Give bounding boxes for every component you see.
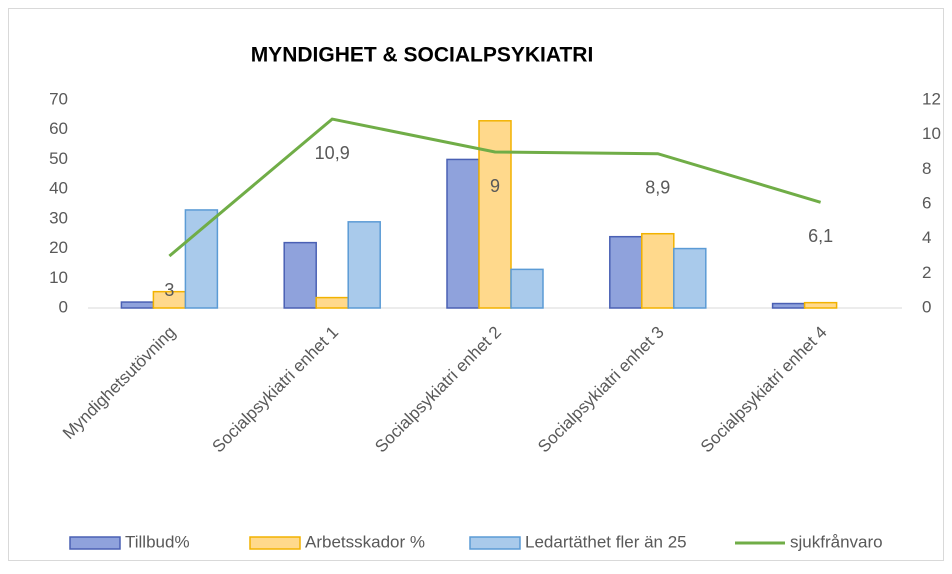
legend-label: Ledartäthet fler än 25	[525, 532, 687, 551]
bar	[347, 221, 381, 309]
y-tick-label: 0	[59, 297, 68, 316]
y2-tick-label: 12	[922, 89, 941, 108]
y-tick-label: 30	[49, 208, 68, 227]
y-tick-label: 20	[49, 238, 68, 257]
y2-tick-label: 2	[922, 263, 931, 282]
bar	[673, 247, 707, 309]
bar	[283, 241, 317, 309]
line	[168, 117, 822, 258]
legend-swatch	[69, 536, 121, 550]
y2-tick-label: 10	[922, 124, 941, 143]
data-label: 3	[164, 280, 174, 300]
y2-tick-label: 6	[922, 193, 931, 212]
y2-tick-label: 0	[922, 297, 931, 316]
bar	[771, 302, 806, 309]
bar	[120, 301, 155, 309]
legend-label: sjukfrånvaro	[790, 532, 883, 551]
chart-title: MYNDIGHET & SOCIALPSYKIATRI	[251, 44, 594, 67]
y-tick-label: 50	[49, 149, 68, 168]
bar	[609, 235, 643, 309]
y-tick-label: 60	[49, 119, 68, 138]
bar	[803, 301, 838, 309]
legend-label: Tillbud%	[125, 532, 190, 551]
bar	[446, 158, 480, 309]
y-tick-label: 10	[49, 268, 68, 287]
bar	[510, 268, 544, 309]
y-tick-label: 40	[49, 179, 68, 198]
y2-tick-label: 8	[922, 159, 931, 178]
bar	[184, 209, 219, 309]
data-label: 6,1	[808, 226, 833, 246]
data-label: 8,9	[645, 177, 670, 197]
bar	[315, 296, 349, 309]
legend-swatch	[249, 536, 301, 550]
legend-label: Arbetsskador %	[305, 532, 425, 551]
data-label: 10,9	[315, 143, 350, 163]
y-tick-label: 70	[49, 89, 68, 108]
y2-tick-label: 4	[922, 228, 931, 247]
data-label: 9	[490, 176, 500, 196]
legend-swatch	[469, 536, 521, 550]
bar	[641, 232, 675, 309]
